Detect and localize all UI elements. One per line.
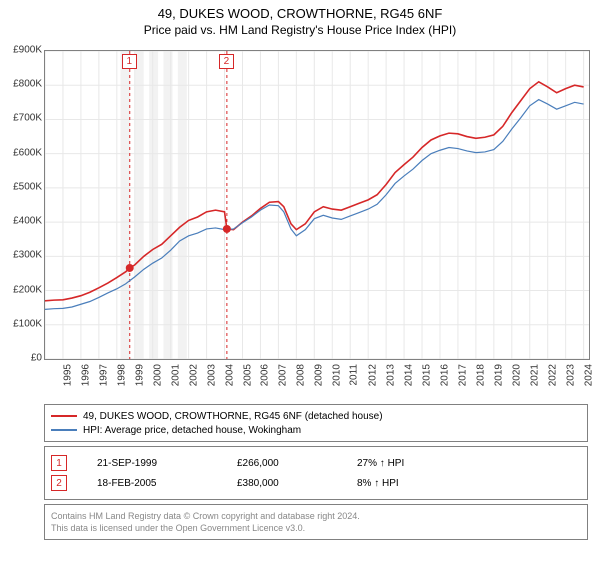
y-tick-label: £0 xyxy=(31,353,42,364)
event-marker-box: 2 xyxy=(219,54,234,69)
footer-line-1: Contains HM Land Registry data © Crown c… xyxy=(51,510,581,522)
plot-svg xyxy=(45,51,589,359)
y-tick-label: £700K xyxy=(13,113,42,124)
events-table: 1 21-SEP-1999 £266,000 27% ↑ HPI 2 18-FEB-200… xyxy=(44,446,588,500)
y-tick-label: £900K xyxy=(13,45,42,56)
footer-attribution: Contains HM Land Registry data © Crown c… xyxy=(44,504,588,540)
chart-title: 49, DUKES WOOD, CROWTHORNE, RG45 6NF xyxy=(0,6,600,21)
x-tick-label: 1999 xyxy=(134,364,145,386)
y-tick-label: £800K xyxy=(13,79,42,90)
x-tick-label: 2018 xyxy=(475,364,486,386)
legend-row: HPI: Average price, detached house, Woki… xyxy=(51,423,581,437)
legend-row: 49, DUKES WOOD, CROWTHORNE, RG45 6NF (de… xyxy=(51,409,581,423)
x-tick-label: 2003 xyxy=(206,364,217,386)
event-date: 18-FEB-2005 xyxy=(97,478,207,489)
x-tick-label: 2012 xyxy=(367,364,378,386)
event-number-box: 1 xyxy=(51,455,67,471)
legend: 49, DUKES WOOD, CROWTHORNE, RG45 6NF (de… xyxy=(44,404,588,442)
x-tick-label: 1995 xyxy=(62,364,73,386)
event-row: 1 21-SEP-1999 £266,000 27% ↑ HPI xyxy=(51,453,581,473)
event-price: £266,000 xyxy=(237,458,327,469)
x-tick-label: 2007 xyxy=(278,364,289,386)
x-tick-label: 2004 xyxy=(224,364,235,386)
chart-subtitle: Price paid vs. HM Land Registry's House … xyxy=(0,23,600,37)
y-tick-label: £400K xyxy=(13,216,42,227)
x-tick-label: 2015 xyxy=(421,364,432,386)
x-tick-label: 2017 xyxy=(457,364,468,386)
x-tick-label: 1998 xyxy=(116,364,127,386)
chart-container: 49, DUKES WOOD, CROWTHORNE, RG45 6NF Pri… xyxy=(0,6,600,566)
x-tick-label: 2016 xyxy=(439,364,450,386)
legend-label: HPI: Average price, detached house, Woki… xyxy=(83,425,301,436)
plot-area xyxy=(44,50,590,360)
x-tick-label: 2021 xyxy=(529,364,540,386)
x-tick-label: 2010 xyxy=(332,364,343,386)
x-tick-label: 1997 xyxy=(98,364,109,386)
x-tick-label: 2020 xyxy=(511,364,522,386)
legend-label: 49, DUKES WOOD, CROWTHORNE, RG45 6NF (de… xyxy=(83,411,383,422)
x-tick-label: 2011 xyxy=(349,364,360,386)
x-tick-label: 2002 xyxy=(188,364,199,386)
x-tick-label: 2001 xyxy=(170,364,181,386)
y-tick-label: £600K xyxy=(13,147,42,158)
event-delta: 8% ↑ HPI xyxy=(357,478,399,489)
footer-line-2: This data is licensed under the Open Gov… xyxy=(51,522,581,534)
y-tick-label: £300K xyxy=(13,250,42,261)
x-tick-label: 1996 xyxy=(80,364,91,386)
x-tick-label: 2005 xyxy=(242,364,253,386)
x-tick-label: 2019 xyxy=(493,364,504,386)
x-tick-label: 2013 xyxy=(385,364,396,386)
y-tick-label: £100K xyxy=(13,318,42,329)
x-tick-label: 2024 xyxy=(583,364,594,386)
x-tick-label: 2014 xyxy=(403,364,414,386)
y-tick-label: £200K xyxy=(13,284,42,295)
event-row: 2 18-FEB-2005 £380,000 8% ↑ HPI xyxy=(51,473,581,493)
event-marker-box: 1 xyxy=(122,54,137,69)
legend-swatch xyxy=(51,429,77,431)
event-number-box: 2 xyxy=(51,475,67,491)
x-tick-label: 2000 xyxy=(152,364,163,386)
x-tick-label: 2009 xyxy=(314,364,325,386)
legend-swatch xyxy=(51,415,77,417)
event-price: £380,000 xyxy=(237,478,327,489)
x-tick-label: 2023 xyxy=(565,364,576,386)
x-tick-label: 2022 xyxy=(547,364,558,386)
x-tick-label: 2006 xyxy=(260,364,271,386)
event-date: 21-SEP-1999 xyxy=(97,458,207,469)
x-tick-label: 2008 xyxy=(296,364,307,386)
event-delta: 27% ↑ HPI xyxy=(357,458,404,469)
y-tick-label: £500K xyxy=(13,181,42,192)
